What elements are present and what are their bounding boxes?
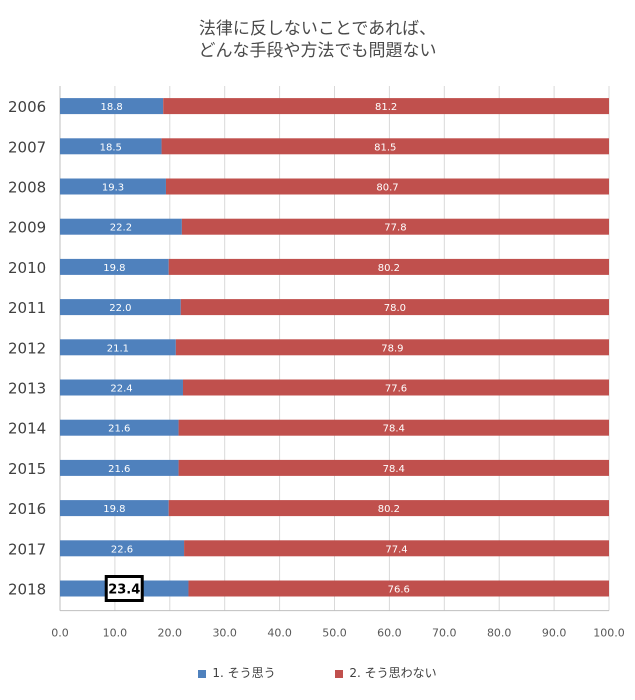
data-label: 76.6 xyxy=(388,585,410,596)
bar-disagree xyxy=(181,218,610,235)
data-label: 78.4 xyxy=(383,464,405,475)
legend-swatch-disagree xyxy=(335,669,344,678)
data-label: 18.5 xyxy=(100,142,122,153)
bar-agree xyxy=(60,339,176,356)
highlighted-data-label-box xyxy=(104,575,144,602)
bar-disagree xyxy=(161,138,609,155)
bar-agree xyxy=(60,98,164,115)
x-tick-label: 20.0 xyxy=(158,627,183,640)
data-label: 19.8 xyxy=(103,504,125,515)
data-label: 78.4 xyxy=(383,424,405,435)
x-tick-label: 90.0 xyxy=(542,627,567,640)
data-label: 21.6 xyxy=(108,464,130,475)
legend-item-disagree: 2. そう思わない xyxy=(335,664,437,681)
y-category-label: 2007 xyxy=(8,138,46,156)
data-label: 77.4 xyxy=(385,544,407,555)
legend-label-agree: 1. そう思う xyxy=(212,666,276,680)
bar-disagree xyxy=(182,379,609,396)
data-label: 77.6 xyxy=(385,384,407,395)
chart-title-line-2: どんな手段や方法でも問題ない xyxy=(198,41,437,61)
bar-disagree xyxy=(184,540,609,557)
data-label: 81.2 xyxy=(375,102,397,113)
y-category-label: 2008 xyxy=(8,179,46,197)
bar-disagree xyxy=(163,98,609,115)
bar-agree xyxy=(60,500,169,517)
bar-agree xyxy=(60,459,179,476)
data-label: 22.4 xyxy=(110,384,132,395)
x-tick-label: 0.0 xyxy=(51,627,69,640)
bar-disagree xyxy=(178,459,610,476)
data-label-highlighted: 23.4 xyxy=(108,583,140,598)
data-label: 78.0 xyxy=(384,303,406,314)
data-label: 21.1 xyxy=(107,343,129,354)
x-tick-label: 40.0 xyxy=(267,627,292,640)
legend-item-agree: 1. そう思う xyxy=(198,664,276,681)
bar-agree xyxy=(60,540,185,557)
y-category-label: 2012 xyxy=(8,339,46,357)
y-category-label: 2010 xyxy=(8,259,46,277)
bar-disagree xyxy=(188,580,609,597)
legend-swatch-agree xyxy=(198,669,207,678)
bar-agree xyxy=(60,138,162,155)
bar-disagree xyxy=(168,500,609,517)
y-category-label: 2011 xyxy=(8,299,46,317)
bar-agree xyxy=(60,379,183,396)
legend: 1. そう思う 2. そう思わない xyxy=(0,664,635,681)
data-label: 80.7 xyxy=(376,183,398,194)
y-category-label: 2006 xyxy=(8,98,46,116)
stacked-bar-chart: 0.0 10.0 20.0 30.0 40.0 50.0 60.0 70.0 80.0 90.0 1… xyxy=(8,86,625,640)
data-label: 19.8 xyxy=(103,263,125,274)
bar-agree xyxy=(60,218,182,235)
bar-disagree xyxy=(180,299,609,316)
y-category-label: 2017 xyxy=(8,540,46,558)
y-category-label: 2013 xyxy=(8,380,46,398)
data-label: 80.2 xyxy=(378,263,400,274)
y-category-label: 2016 xyxy=(8,500,46,518)
data-label: 18.8 xyxy=(100,102,122,113)
data-label: 80.2 xyxy=(378,504,400,515)
x-tick-label: 100.0 xyxy=(593,627,625,640)
data-label: 22.6 xyxy=(111,544,133,555)
data-label: 22.0 xyxy=(109,303,131,314)
y-category-label: 2018 xyxy=(8,581,46,599)
x-tick-label: 30.0 xyxy=(212,627,237,640)
y-category-label: 2009 xyxy=(8,219,46,237)
data-label: 19.3 xyxy=(102,183,124,194)
bar-agree xyxy=(60,178,166,195)
data-label: 22.2 xyxy=(110,223,132,234)
bar-disagree xyxy=(168,258,609,275)
x-tick-label: 10.0 xyxy=(103,627,128,640)
x-tick-label: 80.0 xyxy=(487,627,512,640)
chart-title: 法律に反しないことであれば、 どんな手段や方法でも問題ない xyxy=(0,18,635,62)
x-tick-label: 70.0 xyxy=(432,627,457,640)
x-tick-label: 50.0 xyxy=(322,627,347,640)
y-category-label: 2014 xyxy=(8,420,46,438)
x-tick-label: 60.0 xyxy=(377,627,402,640)
data-label: 81.5 xyxy=(374,142,396,153)
legend-label-disagree: 2. そう思わない xyxy=(349,666,437,680)
bar-disagree xyxy=(165,178,609,195)
data-label: 77.8 xyxy=(384,223,406,234)
bar-disagree xyxy=(178,419,610,436)
bar-agree xyxy=(60,299,181,316)
data-label: 78.9 xyxy=(381,343,403,354)
chart-title-line-1: 法律に反しないことであれば、 xyxy=(198,19,437,39)
bar-agree xyxy=(60,258,169,275)
bar-disagree xyxy=(175,339,610,356)
data-label: 21.6 xyxy=(108,424,130,435)
y-category-label: 2015 xyxy=(8,460,46,478)
bar-agree xyxy=(60,419,179,436)
